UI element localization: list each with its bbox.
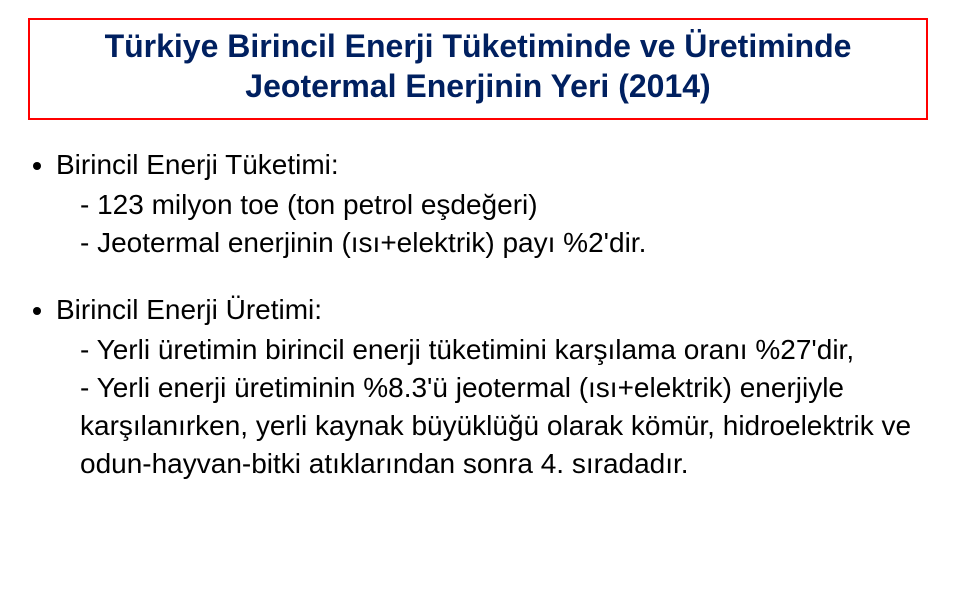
bullet-sub: - 123 milyon toe (ton petrol eşdeğeri) [56, 186, 932, 224]
bullet-list: Birincil Enerji Tüketimi: - 123 milyon t… [28, 146, 932, 482]
bullet-sub: - Yerli enerji üretiminin %8.3'ü jeoterm… [56, 369, 932, 482]
bullet-sub: - Yerli üretimin birincil enerji tüketim… [56, 331, 932, 369]
list-item: Birincil Enerji Üretimi: - Yerli üretimi… [56, 291, 932, 482]
title-text: Türkiye Birincil Enerji Tüketiminde ve Ü… [40, 26, 916, 106]
bullet-lead: Birincil Enerji Üretimi: [56, 294, 322, 325]
bullet-lead: Birincil Enerji Tüketimi: [56, 149, 339, 180]
title-line-1: Türkiye Birincil Enerji Tüketiminde ve Ü… [105, 28, 852, 64]
title-box: Türkiye Birincil Enerji Tüketiminde ve Ü… [28, 18, 928, 120]
bullet-sub: - Jeotermal enerjinin (ısı+elektrik) pay… [56, 224, 932, 262]
title-line-2: Jeotermal Enerjinin Yeri (2014) [245, 68, 710, 104]
slide-page: Türkiye Birincil Enerji Tüketiminde ve Ü… [0, 0, 960, 606]
list-item: Birincil Enerji Tüketimi: - 123 milyon t… [56, 146, 932, 261]
